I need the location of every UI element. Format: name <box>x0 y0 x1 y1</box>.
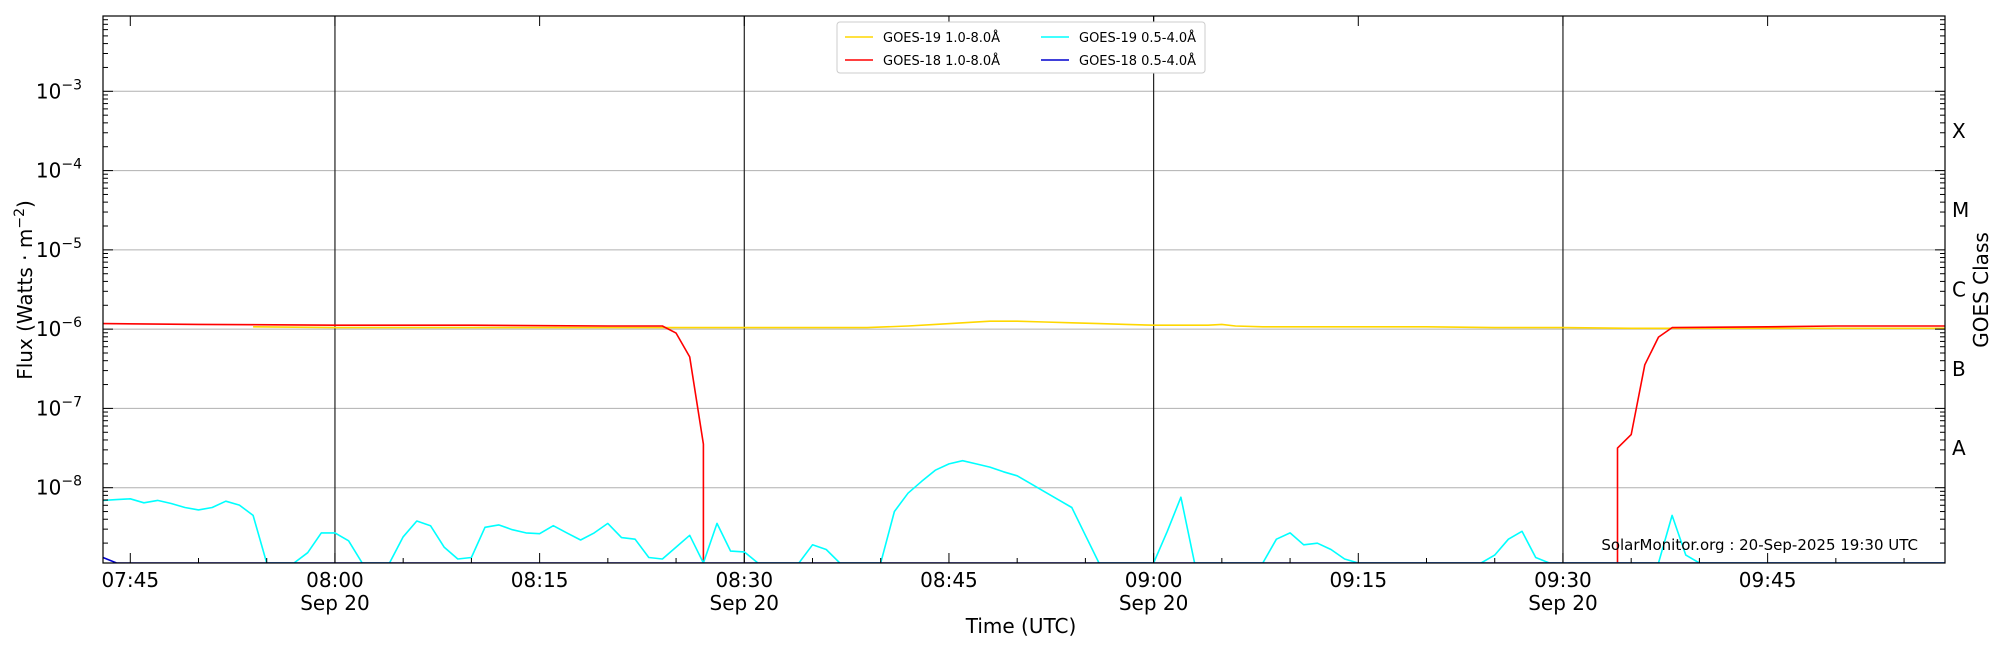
x-tick-date-label: Sep 20 <box>1528 591 1598 615</box>
goes-class-label: M <box>1952 198 1969 222</box>
goes-class-label: C <box>1952 278 1966 302</box>
goes-class-label: B <box>1952 357 1966 381</box>
x-tick-date-label: Sep 20 <box>300 591 370 615</box>
series-line <box>103 556 1945 563</box>
legend-label: GOES-19 1.0-8.0Å <box>883 30 1000 46</box>
y-axis-label: Flux (Watts · m−2) <box>12 200 37 380</box>
series-line <box>103 322 1945 563</box>
x-tick-label: 08:30 <box>715 568 773 592</box>
series-line <box>253 320 1945 330</box>
series-lines <box>103 320 1945 563</box>
x-tick-date-label: Sep 20 <box>710 591 780 615</box>
series-line <box>103 459 1945 563</box>
x-axis-label: Time (UTC) <box>965 614 1077 638</box>
x-tick-label: 08:00 <box>306 568 364 592</box>
day-boundary-lines <box>334 16 1564 563</box>
legend-label: GOES-18 0.5-4.0Å <box>1079 53 1196 69</box>
y-axis-ticks: 10−8 10−7 10−6 10−5 10−4 10−3 <box>36 19 1945 544</box>
goes-class-label: A <box>1952 436 1966 460</box>
goes-class-labels: A B C M X <box>1952 119 1969 460</box>
credit-text: SolarMonitor.org : 20-Sep-2025 19:30 UTC <box>1601 536 1918 554</box>
plot-frame <box>102 15 1946 564</box>
x-tick-label: 08:15 <box>511 568 569 592</box>
x-tick-label: 09:15 <box>1329 568 1387 592</box>
x-tick-label: 09:45 <box>1739 568 1797 592</box>
grid-lines <box>103 90 1945 489</box>
legend-box <box>836 21 1206 74</box>
y-tick-label: 10−8 <box>36 474 82 500</box>
goes-class-label: X <box>1952 119 1966 143</box>
x-tick-label: 07:45 <box>101 568 159 592</box>
y-tick-label: 10−6 <box>36 315 82 341</box>
x-tick-label: 09:00 <box>1125 568 1183 592</box>
legend-label: GOES-18 1.0-8.0Å <box>883 53 1000 69</box>
y-tick-label: 10−5 <box>36 236 82 262</box>
x-tick-date-label: Sep 20 <box>1119 591 1189 615</box>
y-tick-label: 10−7 <box>36 394 82 420</box>
y-tick-label: 10−3 <box>36 77 82 103</box>
x-tick-label: 09:30 <box>1534 568 1592 592</box>
goes-class-axis-label: GOES Class <box>1969 232 1993 348</box>
legend: GOES-19 1.0-8.0Å GOES-18 1.0-8.0Å GOES-19 … <box>836 21 1206 74</box>
x-tick-label: 08:45 <box>920 568 978 592</box>
legend-label: GOES-19 0.5-4.0Å <box>1079 30 1196 46</box>
y-tick-label: 10−4 <box>36 157 82 183</box>
